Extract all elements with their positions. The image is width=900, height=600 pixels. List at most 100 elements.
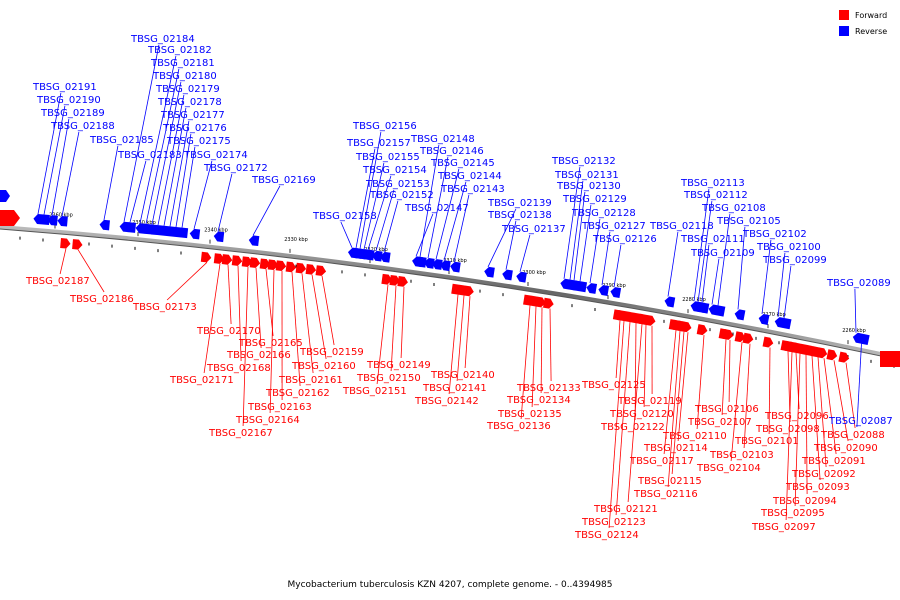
gene-label[interactable]: TBSG_02143 — [440, 184, 505, 195]
gene-arrow[interactable] — [221, 254, 233, 265]
gene-arrow[interactable] — [483, 266, 495, 278]
gene-label[interactable]: TBSG_02168 — [206, 363, 271, 374]
gene-arrow[interactable] — [698, 302, 710, 314]
gene-label[interactable]: TBSG_02104 — [696, 463, 761, 474]
gene-label[interactable]: TBSG_02142 — [414, 396, 479, 407]
gene-label[interactable]: TBSG_02162 — [265, 388, 330, 399]
gene-label[interactable]: TBSG_02105 — [716, 216, 781, 227]
gene-label[interactable]: TBSG_02124 — [574, 530, 639, 541]
gene-label[interactable]: TBSG_02165 — [238, 338, 303, 349]
gene-arrow[interactable] — [213, 231, 225, 243]
gene-arrow[interactable] — [60, 238, 71, 249]
gene-label[interactable]: TBSG_02103 — [709, 450, 774, 461]
gene-label[interactable]: TBSG_02153 — [365, 179, 430, 190]
gene-label[interactable]: TBSG_02109 — [690, 248, 755, 259]
gene-arrow[interactable] — [371, 250, 383, 262]
gene-label[interactable]: TBSG_02087 — [828, 416, 893, 427]
gene-arrow[interactable] — [423, 257, 435, 269]
gene-label[interactable]: TBSG_02176 — [162, 123, 227, 134]
gene-label[interactable]: TBSG_02181 — [150, 58, 215, 69]
gene-arrow[interactable] — [535, 296, 546, 308]
gene-label[interactable]: TBSG_02137 — [501, 224, 566, 235]
gene-label[interactable]: TBSG_02161 — [278, 375, 343, 386]
gene-arrow[interactable] — [189, 228, 201, 240]
gene-arrow[interactable] — [714, 305, 726, 317]
gene-arrow[interactable] — [200, 251, 212, 263]
gene-label[interactable]: TBSG_02145 — [430, 158, 495, 169]
gene-arrow[interactable] — [543, 297, 554, 309]
gene-arrow[interactable] — [439, 260, 451, 272]
gene-label[interactable]: TBSG_02179 — [155, 84, 220, 95]
gene-label[interactable]: TBSG_02149 — [366, 360, 431, 371]
gene-arrow[interactable] — [742, 332, 755, 345]
gene-label[interactable]: TBSG_02108 — [701, 203, 766, 214]
gene-arrow[interactable] — [213, 253, 225, 264]
gene-label[interactable]: TBSG_02125 — [581, 380, 646, 391]
gene-label[interactable]: TBSG_02150 — [356, 373, 421, 384]
gene-label[interactable]: TBSG_02093 — [785, 482, 850, 493]
gene-label[interactable]: TBSG_02155 — [355, 152, 420, 163]
gene-label[interactable]: TBSG_02115 — [637, 476, 702, 487]
gene-label[interactable]: TBSG_02130 — [556, 181, 621, 192]
gene-arrow[interactable] — [858, 333, 870, 346]
gene-label[interactable]: TBSG_02133 — [516, 383, 581, 394]
gene-label[interactable]: TBSG_02157 — [346, 138, 411, 149]
gene-arrow[interactable] — [275, 260, 287, 271]
gene-label[interactable]: TBSG_02138 — [487, 210, 552, 221]
gene-label[interactable]: TBSG_02117 — [629, 456, 694, 467]
gene-arrow[interactable] — [177, 227, 189, 239]
gene-arrow[interactable] — [125, 222, 137, 233]
gene-label[interactable]: TBSG_02182 — [147, 45, 212, 56]
gene-label[interactable]: TBSG_02100 — [756, 242, 821, 253]
gene-label[interactable]: TBSG_02154 — [362, 165, 427, 176]
gene-arrow[interactable] — [39, 214, 50, 225]
gene-label[interactable]: TBSG_02164 — [235, 415, 300, 426]
gene-label[interactable]: TBSG_02102 — [742, 229, 807, 240]
gene-label[interactable]: TBSG_02172 — [203, 163, 268, 174]
gene-label[interactable]: TBSG_02180 — [152, 71, 217, 82]
gene-arrow[interactable] — [758, 313, 770, 325]
gene-arrow[interactable] — [501, 269, 513, 281]
gene-arrow[interactable] — [576, 281, 588, 293]
gene-arrow[interactable] — [722, 328, 735, 341]
gene-arrow[interactable] — [515, 271, 527, 283]
gene-arrow[interactable] — [431, 259, 443, 270]
gene-label[interactable]: TBSG_02175 — [166, 136, 231, 147]
gene-label[interactable]: TBSG_02095 — [760, 508, 825, 519]
gene-label[interactable]: TBSG_02189 — [40, 108, 105, 119]
gene-label[interactable]: TBSG_02121 — [593, 504, 658, 515]
gene-label[interactable]: TBSG_02139 — [487, 198, 552, 209]
gene-arrow[interactable] — [397, 276, 408, 287]
gene-arrow[interactable] — [248, 235, 260, 247]
gene-arrow[interactable] — [411, 256, 423, 268]
gene-arrow[interactable] — [644, 314, 657, 327]
gene-arrow[interactable] — [734, 331, 747, 343]
gene-label[interactable]: TBSG_02116 — [633, 489, 698, 500]
gene-label[interactable]: TBSG_02123 — [581, 517, 646, 528]
gene-arrow[interactable] — [780, 318, 792, 330]
gene-arrow[interactable] — [826, 349, 838, 361]
gene-label[interactable]: TBSG_02156 — [352, 121, 417, 132]
gene-arrow[interactable] — [762, 336, 775, 349]
gene-label[interactable]: TBSG_02160 — [291, 361, 356, 372]
gene-arrow[interactable] — [379, 251, 391, 263]
gene-arrow[interactable] — [72, 239, 83, 250]
gene-arrow[interactable] — [734, 309, 746, 321]
gene-label[interactable]: TBSG_02088 — [820, 430, 885, 441]
gene-label[interactable]: TBSG_02141 — [422, 383, 487, 394]
gene-label[interactable]: TBSG_02163 — [247, 402, 312, 413]
gene-label[interactable]: TBSG_02127 — [581, 221, 646, 232]
gene-label[interactable]: TBSG_02177 — [160, 110, 225, 121]
gene-arrow[interactable] — [57, 216, 68, 227]
gene-label[interactable]: TBSG_02146 — [419, 146, 484, 157]
gene-arrow[interactable] — [586, 282, 598, 294]
gene-label[interactable]: TBSG_02185 — [89, 135, 154, 146]
gene-label[interactable]: TBSG_02128 — [571, 208, 636, 219]
gene-label[interactable]: TBSG_02174 — [183, 150, 248, 161]
gene-label[interactable]: TBSG_02126 — [592, 234, 657, 245]
gene-arrow[interactable] — [816, 347, 828, 359]
gene-label[interactable]: TBSG_02136 — [486, 421, 551, 432]
gene-arrow[interactable] — [267, 259, 279, 271]
gene-arrow[interactable] — [231, 255, 243, 266]
gene-arrow[interactable] — [680, 321, 693, 333]
